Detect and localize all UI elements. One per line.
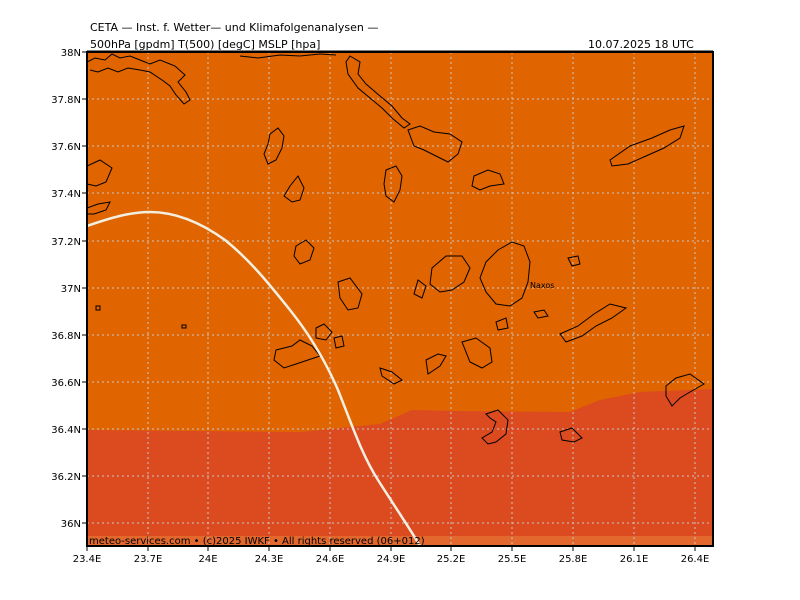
temp-band-lower [87,389,713,546]
y-tick-label: 38N [61,48,81,59]
coastline-serifos [293,239,315,265]
y-axis: 38N 37.8N 37.6N 37.4N 37.2N 37N 36.8N 36… [51,48,87,530]
coastline-west-inlet [87,201,111,215]
y-tick-label: 36N [61,519,81,530]
map-plot-area: Athens Naxos meteo-services.com • (c)202… [87,42,713,547]
coastline-amorgos [559,303,628,343]
coastline-dot-east [533,309,549,319]
coastline-sifnos [337,277,363,311]
y-tick-label: 36.2N [51,472,81,483]
x-tick-label: 24.9E [377,554,406,565]
x-tick-label: 25.8E [559,554,588,565]
coastline-tinos [407,125,463,163]
y-tick-label: 37N [61,284,81,295]
coastline-santorini [481,409,509,445]
x-tick-label: 25.2E [437,554,466,565]
y-tick-label: 37.2N [51,237,81,248]
footer-credit: meteo-services.com • (c)2025 IWKF • All … [89,536,425,547]
x-tick-label: 23.7E [134,554,163,565]
header-params: 500hPa [gpdm] T(500) [degC] MSLP [hpa] [90,38,321,51]
header-datetime: 10.07.2025 18 UTC [588,38,694,51]
coastline-sea-dot [95,305,101,311]
place-label-athens: Athens [130,42,158,51]
x-tick-label: 24.6E [316,554,345,565]
x-tick-label: 24E [198,554,217,565]
coastline-folegandros [379,367,403,385]
coastlines [87,53,705,445]
coastline-andros [345,55,411,129]
coastline-falkonera [181,324,187,329]
coastline-sikinos [425,353,447,375]
coastline-kythnos [283,175,305,203]
y-tick-label: 36.8N [51,331,81,342]
coastline-kea [263,127,285,165]
x-tick-label: 26.1E [620,554,649,565]
plot-frame [86,51,714,547]
coastline-anafi [559,427,583,443]
coastline-euboea-tip [239,53,337,59]
x-tick-label: 23.4E [73,554,102,565]
x-axis: 23.4E 23.7E 24E 24.3E 24.6E 24.9E 25.2E … [73,546,710,565]
y-tick-label: 37.8N [51,95,81,106]
coastline-ios [461,337,493,369]
coastline-small-island [567,255,581,267]
y-tick-label: 37.6N [51,142,81,153]
coastline-ikaria [609,125,685,167]
x-tick-label: 24.3E [255,554,284,565]
grid-lines [87,52,713,546]
header-title: CETA — Inst. f. Wetter— und Klimafolgena… [90,21,379,34]
coastline-schinoussa [495,317,509,331]
place-label-naxos: Naxos [530,281,554,290]
coastline-attica [87,53,191,105]
coastline-poliegos [333,335,345,349]
temp-band-bottom [87,536,713,546]
y-tick-label: 36.6N [51,378,81,389]
coastline-astypalaia [665,373,705,407]
isoline [87,210,422,546]
y-tick-label: 36.4N [51,425,81,436]
coastline-west-coast [87,159,113,187]
coastline-syros [383,165,403,203]
y-tick-label: 37.4N [51,189,81,200]
coastline-milos [273,339,321,369]
coastline-paros [429,255,471,293]
x-tick-label: 26.4E [681,554,710,565]
coastline-kimolos [315,323,333,341]
x-tick-label: 25.5E [498,554,527,565]
coastline-naxos [479,241,531,307]
coastline-antiparos [413,279,427,299]
coastline-mykonos [471,169,505,191]
